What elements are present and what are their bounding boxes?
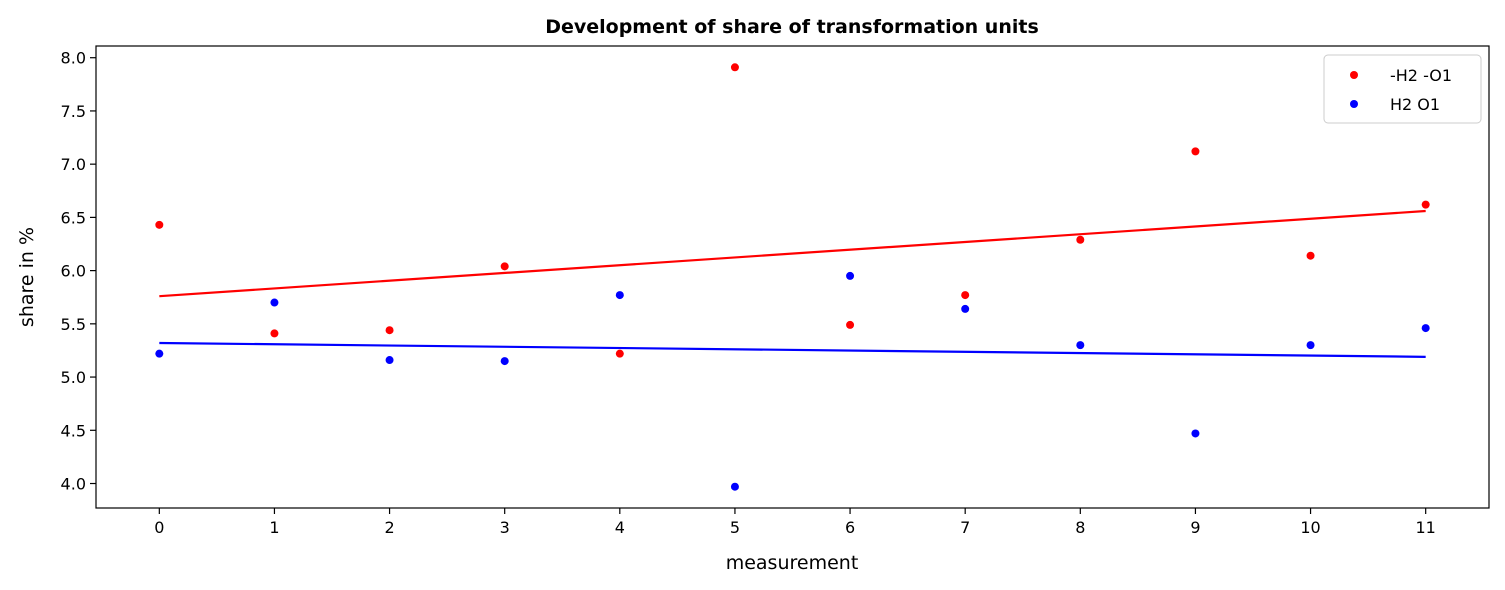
y-tick-label: 4.0	[61, 475, 86, 494]
data-point-series-1	[1306, 251, 1315, 260]
x-tick-label: 9	[1190, 518, 1200, 537]
data-point-series-2	[385, 356, 394, 365]
y-tick-label: 5.5	[61, 315, 86, 334]
y-tick-label: 6.5	[61, 208, 86, 227]
data-point-series-2	[730, 482, 739, 491]
trend-line-series-2	[159, 341, 1426, 358]
data-point-series-1	[961, 291, 970, 300]
plot-frame	[95, 45, 1490, 509]
data-point-series-1	[500, 262, 509, 271]
legend-marker	[1350, 71, 1358, 79]
data-point-series-1	[1076, 235, 1085, 244]
data-point-series-2	[1191, 429, 1200, 438]
x-tick-label: 11	[1416, 518, 1436, 537]
data-point-series-1	[846, 320, 855, 329]
y-tick-label: 4.5	[61, 421, 86, 440]
y-tick-label: 7.5	[61, 102, 86, 121]
data-point-series-2	[1306, 341, 1315, 350]
data-point-series-2	[500, 357, 509, 366]
data-point-series-1	[615, 349, 624, 358]
chart-title: Development of share of transformation u…	[545, 16, 1039, 38]
x-tick-label: 8	[1075, 518, 1085, 537]
data-point-series-1	[730, 63, 739, 72]
data-point-series-2	[270, 298, 279, 307]
data-point-series-2	[155, 349, 164, 358]
x-tick-label: 5	[730, 518, 740, 537]
x-tick-label: 10	[1300, 518, 1320, 537]
data-point-series-2	[846, 271, 855, 280]
data-point-series-1	[270, 329, 279, 338]
x-tick-label: 7	[960, 518, 970, 537]
data-point-series-1	[1191, 147, 1200, 156]
y-axis: 4.0 4.5 5.0 5.5 6.0 6.5 7.0 7.5 8.0	[61, 49, 96, 494]
x-tick-label: 3	[500, 518, 510, 537]
x-tick-label: 6	[845, 518, 855, 537]
x-tick-label: 0	[154, 518, 164, 537]
y-tick-label: 5.0	[61, 368, 86, 387]
x-tick-label: 4	[615, 518, 625, 537]
x-axis-label: measurement	[726, 552, 859, 574]
y-tick-label: 7.0	[61, 155, 86, 174]
data-point-series-2	[615, 291, 624, 300]
trend-line-series-1	[159, 209, 1426, 298]
legend-entry-label: H2 O1	[1390, 95, 1440, 114]
data-point-series-1	[1421, 200, 1430, 209]
plot-area	[155, 63, 1430, 491]
legend: -H2 -O1 H2 O1	[1323, 54, 1482, 124]
x-tick-label: 1	[269, 518, 279, 537]
y-axis-label: share in %	[16, 227, 38, 327]
y-tick-label: 8.0	[61, 49, 86, 68]
data-point-series-2	[1421, 324, 1430, 333]
data-point-series-2	[1076, 341, 1085, 350]
legend-entry-label: -H2 -O1	[1390, 66, 1452, 85]
data-point-series-1	[385, 326, 394, 335]
x-axis: 0 1 2 3 4 5 6 7 8 9 10 11	[154, 508, 1436, 537]
x-tick-label: 2	[384, 518, 394, 537]
data-point-series-2	[961, 304, 970, 313]
y-tick-label: 6.0	[61, 262, 86, 281]
legend-box	[1323, 54, 1482, 124]
legend-marker	[1350, 100, 1358, 108]
data-point-series-1	[155, 220, 164, 229]
